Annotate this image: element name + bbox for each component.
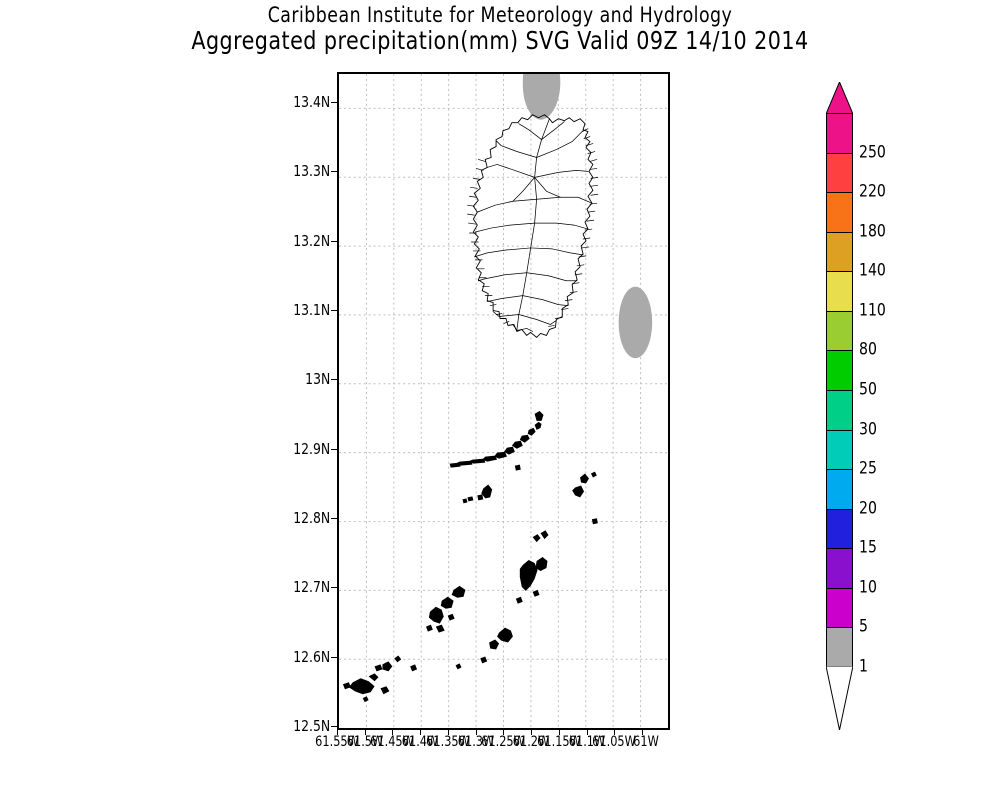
ytick-label-12-7N: 12.7N xyxy=(293,578,330,596)
xtick-label-61W: 61W xyxy=(633,734,659,750)
ytick-label-12-5N: 12.5N xyxy=(293,717,330,735)
ytick-mark xyxy=(331,379,337,380)
precip-blob-east xyxy=(618,286,653,359)
ytick-label-12-8N: 12.8N xyxy=(293,509,330,527)
colorbar-band-140 xyxy=(827,232,852,273)
page-title: Aggregated precipitation(mm) SVG Valid 0… xyxy=(191,26,809,55)
xtick-label-61-35W: 61.35W xyxy=(426,734,470,750)
grenadines-islands xyxy=(342,410,598,703)
title-block: Caribbean Institute for Meteorology and … xyxy=(0,0,1000,55)
xtick-label-61-25W: 61.25W xyxy=(481,734,525,750)
ytick-label-12-9N: 12.9N xyxy=(293,440,330,458)
colorbar-bands xyxy=(826,113,853,668)
ytick-mark xyxy=(331,449,337,450)
map-plot-area xyxy=(337,72,670,730)
ytick-label-13N: 13N xyxy=(304,370,330,388)
latitude-axis: 13.4N 13.3N 13.2N 13.1N 13N 12.9N 12.8N … xyxy=(0,0,337,800)
xtick-mark xyxy=(420,730,421,735)
xtick-label-61-1W: 61.1W xyxy=(568,734,606,750)
colorbar-band-50 xyxy=(827,351,852,391)
colorbar-tick-25: 25 xyxy=(859,458,877,479)
ytick-mark xyxy=(331,587,337,588)
xtick-mark xyxy=(337,730,338,735)
colorbar-tick-5: 5 xyxy=(859,616,868,637)
colorbar-tick-250: 250 xyxy=(859,142,886,163)
colorbar-tick-labels: 1 5 10 15 20 25 30 50 80 110 140 180 220 250 xyxy=(826,82,946,730)
xtick-mark xyxy=(448,730,449,735)
ytick-mark xyxy=(331,726,337,727)
xtick-mark xyxy=(559,730,560,735)
ytick-mark xyxy=(331,657,337,658)
colorbar-band-10 xyxy=(827,549,852,589)
xtick-label-61-15W: 61.15W xyxy=(537,734,581,750)
colorbar-over-arrow xyxy=(826,82,853,114)
colorbar-band-25 xyxy=(827,430,852,471)
xtick-label-61-3W: 61.3W xyxy=(457,734,495,750)
xtick-mark xyxy=(642,730,643,735)
xtick-label-61-05W: 61.05W xyxy=(592,734,636,750)
ytick-mark xyxy=(331,241,337,242)
ytick-mark xyxy=(331,171,337,172)
ytick-mark xyxy=(331,310,337,311)
colorbar-band-220 xyxy=(827,153,852,194)
xtick-mark xyxy=(476,730,477,735)
colorbar-tick-220: 220 xyxy=(859,181,886,202)
colorbar-band-20 xyxy=(827,470,852,510)
colorbar-tick-50: 50 xyxy=(859,379,877,400)
colorbar-under-arrow xyxy=(826,666,853,730)
colorbar-tick-80: 80 xyxy=(859,339,877,360)
coastline-layer xyxy=(342,114,599,703)
colorbar-band-15 xyxy=(827,509,852,550)
colorbar-band-5 xyxy=(827,588,852,629)
colorbar-tick-20: 20 xyxy=(859,498,877,519)
ytick-label-13-2N: 13.2N xyxy=(293,232,330,250)
colorbar-band-250 xyxy=(827,114,852,154)
longitude-axis: 61.55W 61.5W 61.45W 61.4W 61.35W 61.3W 6… xyxy=(0,730,1000,770)
ytick-mark xyxy=(331,102,337,103)
colorbar-tick-180: 180 xyxy=(859,221,886,242)
colorbar-tick-110: 110 xyxy=(859,300,886,321)
saint-lucia-coastline xyxy=(472,114,594,338)
ytick-label-13-1N: 13.1N xyxy=(293,301,330,319)
xtick-label-61-2W: 61.2W xyxy=(512,734,550,750)
xtick-label-61-45W: 61.45W xyxy=(370,734,414,750)
colorbar-tick-15: 15 xyxy=(859,537,877,558)
xtick-label-61-4W: 61.4W xyxy=(401,734,439,750)
ytick-label-13-3N: 13.3N xyxy=(293,162,330,180)
colorbar-tick-10: 10 xyxy=(859,577,877,598)
colorbar-band-80 xyxy=(827,311,852,352)
xtick-mark xyxy=(614,730,615,735)
colorbar: 1 5 10 15 20 25 30 50 80 110 140 180 220 250 xyxy=(826,82,886,730)
colorbar-band-1 xyxy=(827,628,852,668)
xtick-mark xyxy=(587,730,588,735)
institute-title: Caribbean Institute for Meteorology and … xyxy=(267,3,733,27)
ytick-label-13-4N: 13.4N xyxy=(293,93,330,111)
xtick-mark xyxy=(531,730,532,735)
ytick-label-12-6N: 12.6N xyxy=(293,648,330,666)
precip-blob-north xyxy=(522,74,561,120)
colorbar-tick-30: 30 xyxy=(859,419,877,440)
colorbar-band-180 xyxy=(827,193,852,233)
xtick-mark xyxy=(503,730,504,735)
xtick-mark xyxy=(392,730,393,735)
xtick-label-61-5W: 61.5W xyxy=(346,734,384,750)
precipitation-shading-layer xyxy=(522,74,653,359)
xtick-mark xyxy=(365,730,366,735)
ytick-mark xyxy=(331,518,337,519)
colorbar-tick-1: 1 xyxy=(859,656,868,677)
colorbar-band-30 xyxy=(827,390,852,431)
colorbar-band-110 xyxy=(827,272,852,312)
colorbar-tick-140: 140 xyxy=(859,260,886,281)
xtick-label-61-55W: 61.55W xyxy=(315,734,359,750)
